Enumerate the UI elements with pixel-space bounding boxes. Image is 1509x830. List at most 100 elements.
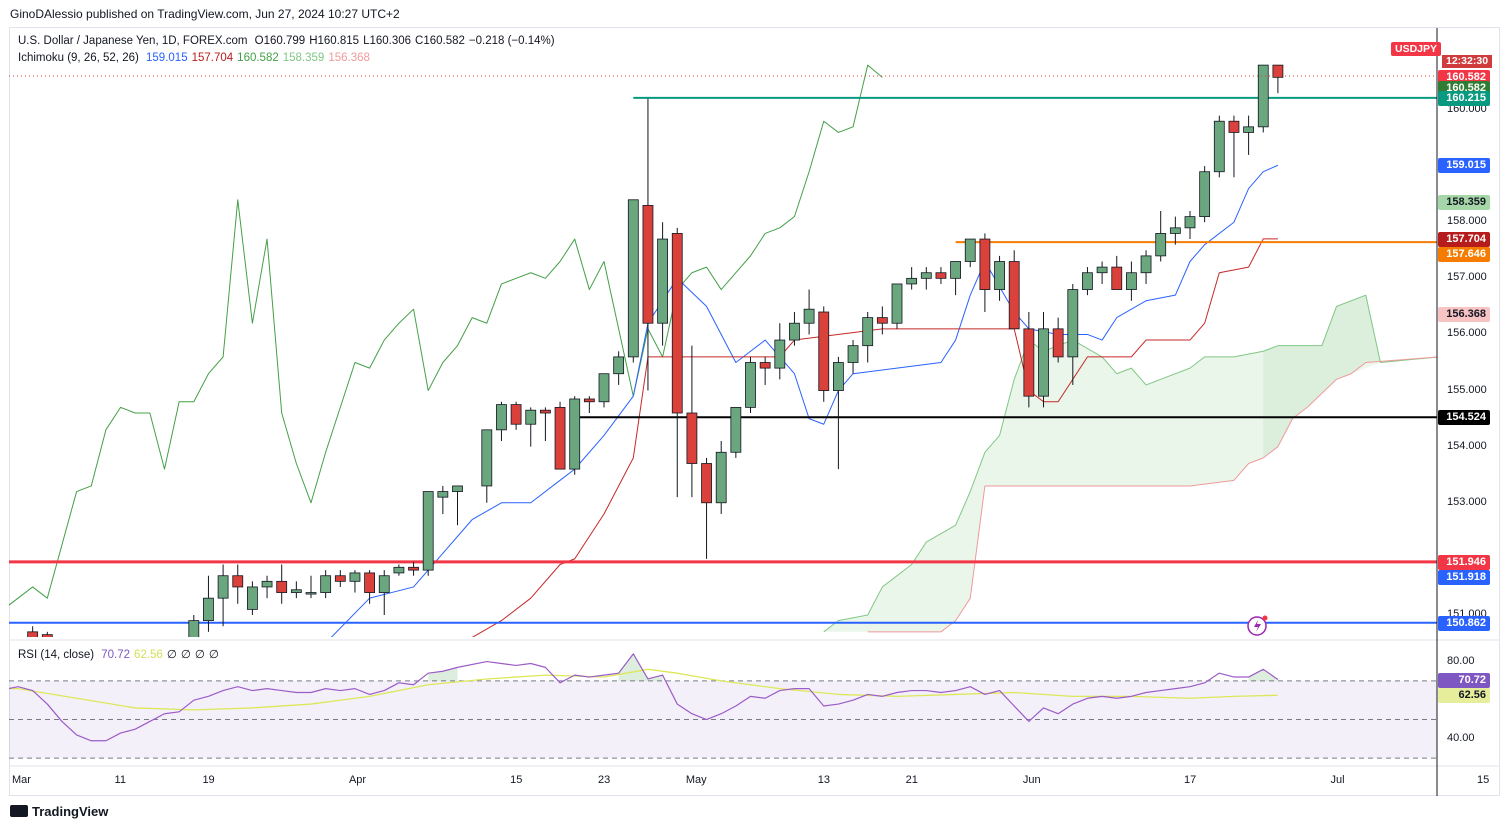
candle-body-down [1023, 328, 1035, 397]
candle-body-up [1038, 328, 1049, 397]
price-label: 151.918 [1438, 569, 1490, 585]
candle [613, 351, 625, 385]
candle-body-up [1126, 272, 1137, 290]
candle-body-up [833, 362, 844, 391]
candle [364, 570, 376, 604]
rsi-overbought-fill [1248, 669, 1278, 681]
rsi-tick: 40.00 [1447, 731, 1475, 744]
rsi-value: ∅ [180, 649, 191, 661]
candle-body-down [510, 404, 522, 425]
event-marker-icon [1247, 615, 1268, 636]
price-label: 150.862 [1438, 615, 1490, 631]
candle-body-up [847, 345, 859, 363]
candle [1199, 166, 1211, 223]
candle-body-up [246, 586, 258, 610]
time-tick: Apr [348, 774, 367, 786]
rsi-label[interactable]: RSI (14, close) [18, 649, 95, 661]
candle [0, 623, 8, 643]
rsi-legend: RSI (14, close) 70.72 62.56 ∅ ∅ ∅ ∅ [18, 647, 227, 661]
senkou-span-b-line [867, 356, 1437, 633]
candle-body-up [422, 491, 434, 571]
candle [1096, 261, 1108, 284]
candle [349, 570, 361, 593]
candle-body-up [774, 339, 786, 369]
kumo-cloud [823, 295, 1437, 632]
symbol-name[interactable]: U.S. Dollar / Japanese Yen, 1D, FOREX.co… [18, 35, 248, 47]
price-label: 154.524 [1438, 410, 1490, 426]
candle [27, 626, 39, 637]
price-pane [0, 64, 1437, 643]
price-tick: 156.000 [1447, 327, 1487, 340]
event-marker-dot [1262, 615, 1268, 621]
rsi-label: 62.56 [1438, 688, 1490, 704]
candle-body-up [217, 575, 229, 599]
candle [1038, 312, 1049, 408]
candle-body-up [1199, 171, 1211, 218]
chart-frame [9, 27, 1500, 796]
lightning-icon [1254, 620, 1261, 632]
symbol-legend: U.S. Dollar / Japanese Yen, 1D, FOREX.co… [18, 35, 563, 47]
price-tick: 157.000 [1447, 271, 1487, 284]
candle-body-up [920, 272, 932, 279]
candle-body-up [1155, 233, 1167, 257]
candle [1126, 261, 1137, 301]
time-tick: 17 [1184, 774, 1197, 786]
price-tick: 154.000 [1447, 439, 1487, 452]
candle [1184, 211, 1196, 240]
candle-body-up [320, 575, 332, 593]
candle-body-up [452, 485, 463, 492]
candle-body-up [789, 322, 800, 341]
ichimoku-label[interactable]: Ichimoku (9, 26, 52, 26) [18, 52, 139, 64]
candle [657, 222, 668, 346]
candle-body-up [730, 406, 742, 453]
candle-body-down [701, 463, 712, 504]
ohlc-value: L160.306 [363, 35, 412, 47]
candle-body-up [305, 592, 317, 595]
time-tick: 15 [510, 774, 523, 786]
candle [290, 581, 302, 599]
candle-body-down [979, 238, 991, 290]
candle-body-down [554, 406, 566, 470]
candle-body-down [540, 409, 551, 414]
candle-body-up [525, 409, 537, 425]
candle-body-down [408, 566, 419, 571]
candle-body-down [876, 317, 888, 324]
candle [1257, 64, 1269, 133]
candle [1169, 216, 1181, 245]
candle [334, 570, 346, 587]
time-tick: 21 [905, 774, 918, 786]
candle-body-down [671, 233, 683, 414]
candle-body-down [41, 634, 53, 637]
candle-body-up [496, 404, 507, 431]
price-label: 156.368 [1438, 306, 1490, 322]
rsi-value: ∅ [208, 649, 219, 661]
candle [1052, 317, 1064, 363]
candle [408, 561, 419, 576]
candle-body-up [1067, 289, 1079, 358]
candle-body-up [862, 317, 874, 347]
time-tick: May [685, 774, 707, 786]
candle-body-up [1243, 126, 1254, 133]
candle-body-down [1228, 120, 1240, 133]
candle-body-down [232, 575, 244, 588]
candle [759, 356, 771, 385]
tradingview-logo[interactable]: TradingView [10, 804, 108, 819]
time-tick: Jun [1022, 774, 1041, 786]
candle [745, 356, 756, 413]
ichimoku-value: 157.704 [191, 52, 234, 64]
candle [862, 312, 874, 363]
candle [437, 485, 449, 514]
candle [496, 401, 507, 442]
candle-body-up [378, 575, 390, 593]
candle [1067, 283, 1079, 385]
candle-body-up [188, 620, 200, 637]
candle [452, 485, 463, 526]
price-tick: 160.000 [1447, 103, 1487, 115]
candle [41, 631, 53, 637]
candle [686, 345, 698, 498]
ohlc-value: H160.815 [309, 35, 360, 47]
ohlc-values: O160.799 H160.815 L160.306 C160.582 −0.218 (… [255, 35, 559, 47]
candle-body-down [1052, 328, 1064, 358]
brand-name: TradingView [32, 804, 109, 819]
